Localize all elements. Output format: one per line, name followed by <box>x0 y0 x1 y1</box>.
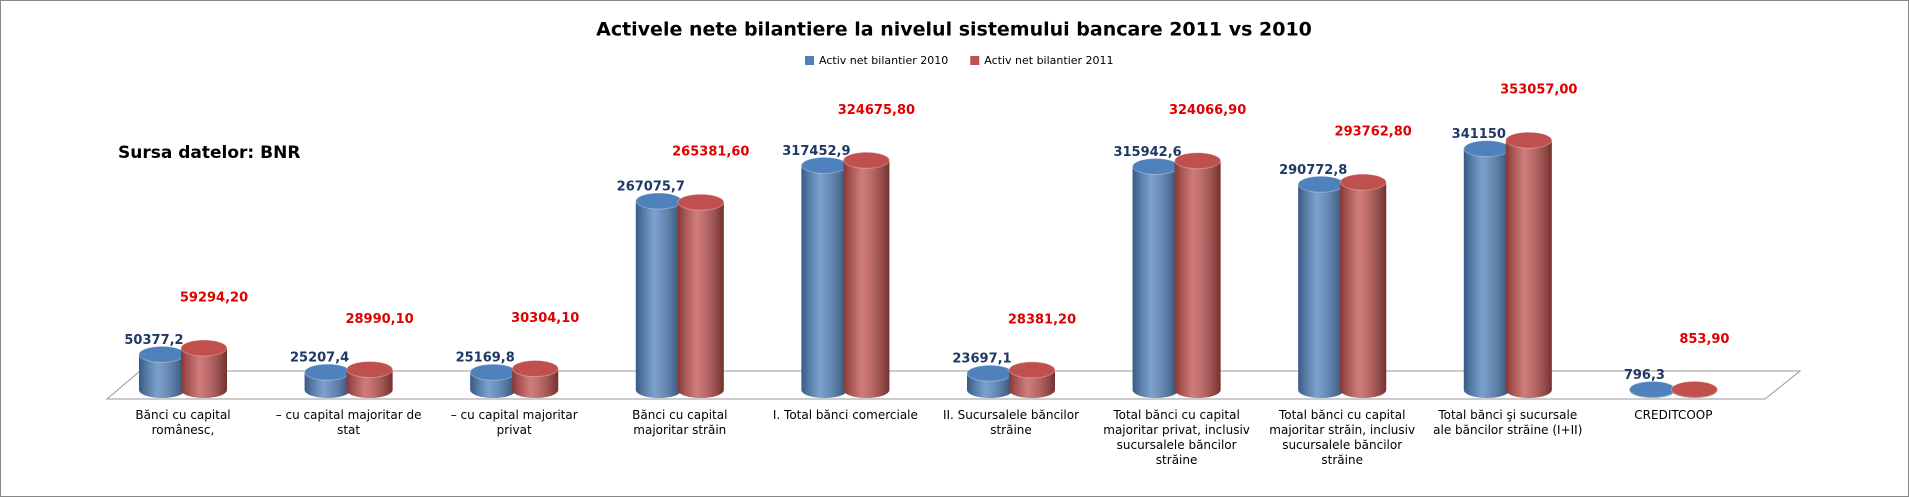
data-label: 324675,80 <box>838 103 915 118</box>
cylinder-top <box>1132 157 1180 175</box>
cylinder-top <box>1670 380 1718 398</box>
cylinder-top <box>677 193 725 211</box>
cylinder-shade <box>1298 184 1345 398</box>
x-tick-label: CREDITCOOP <box>1634 408 1713 422</box>
cylinder-shade <box>139 354 185 398</box>
cylinder-top <box>966 364 1014 382</box>
legend-swatch <box>805 56 814 65</box>
cylinder-top <box>469 363 517 381</box>
chart-title: Activele nete bilantiere la nivelul sist… <box>596 19 1312 41</box>
data-label: 23697,1 <box>952 352 1011 367</box>
cylinder-top <box>1008 361 1056 379</box>
cylinder-top <box>1339 173 1387 191</box>
annotation: Sursa datelor: BNR <box>118 143 300 163</box>
data-label: 353057,00 <box>1500 83 1577 98</box>
cylinder-top <box>800 156 848 174</box>
cylinder-shade <box>635 201 682 398</box>
data-label: 853,90 <box>1679 332 1729 347</box>
legend-swatch <box>970 56 980 65</box>
data-label: 267075,7 <box>617 180 685 195</box>
cylinder-shade <box>181 348 227 398</box>
data-label: 25169,8 <box>456 351 515 366</box>
data-label: 50377,2 <box>124 333 183 348</box>
cylinder-shade <box>1463 148 1510 398</box>
cylinder-top <box>511 360 559 378</box>
cylinder-shade <box>1505 140 1552 399</box>
cylinder-shade <box>1340 182 1387 398</box>
x-tick-label: II. Sucursalele băncilor străine <box>942 408 1080 437</box>
cylinder-shade <box>843 160 890 398</box>
cylinder-top <box>1174 152 1222 170</box>
cylinder-top <box>180 339 228 357</box>
cylinder-top <box>635 192 683 210</box>
cylinder-top <box>1505 131 1553 149</box>
cylinder-top <box>138 345 186 363</box>
data-label: 28990,10 <box>345 312 413 327</box>
data-label: 265381,60 <box>672 145 749 160</box>
cylinder-shade <box>1009 369 1055 398</box>
cylinder-shade <box>677 202 724 398</box>
cylinder-shade <box>1132 166 1179 398</box>
cylinder-top <box>1628 380 1676 398</box>
data-label: 796,3 <box>1624 368 1665 383</box>
x-tick-label: Total bănci cu capital majoritar străin,… <box>1269 408 1416 467</box>
legend-label: Activ net bilantier 2011 <box>984 54 1113 67</box>
cylinder-top <box>842 151 890 169</box>
x-tick-label: Total bănci cu capital majoritar privat,… <box>1103 408 1250 467</box>
cylinder-top <box>1463 140 1511 158</box>
cylinder-top <box>346 360 394 378</box>
data-label: 293762,80 <box>1335 125 1412 140</box>
data-label: 317452,9 <box>782 144 850 159</box>
cylinder-top <box>1297 175 1345 193</box>
cylinder-shade <box>801 165 848 398</box>
x-tick-label: Bănci cu capital majoritar străin <box>632 408 728 437</box>
data-label: 341150 <box>1452 127 1506 142</box>
data-label: 290772,8 <box>1279 163 1347 178</box>
legend-label: Activ net bilantier 2010 <box>819 54 948 67</box>
x-tick-label: – cu capital majoritar de stat <box>275 408 422 437</box>
data-label: 324066,90 <box>1169 103 1246 118</box>
cylinder-shade <box>512 368 559 398</box>
data-label: 28381,20 <box>1008 312 1076 327</box>
x-tick-label: Bănci cu capital românesc, <box>135 408 231 437</box>
cylinder-shade <box>346 369 393 398</box>
cylinder-shade <box>1174 160 1221 398</box>
data-label: 59294,20 <box>180 291 248 306</box>
data-label: 315942,6 <box>1113 145 1181 160</box>
data-label: 25207,4 <box>290 351 349 366</box>
cylinder-top <box>304 363 352 381</box>
x-tick-label: Total bănci şi sucursale ale băncilor st… <box>1433 408 1583 437</box>
x-tick-label: I. Total bănci comerciale <box>772 408 918 422</box>
x-tick-label: – cu capital majoritar privat <box>450 408 578 437</box>
data-label: 30304,10 <box>511 311 579 326</box>
